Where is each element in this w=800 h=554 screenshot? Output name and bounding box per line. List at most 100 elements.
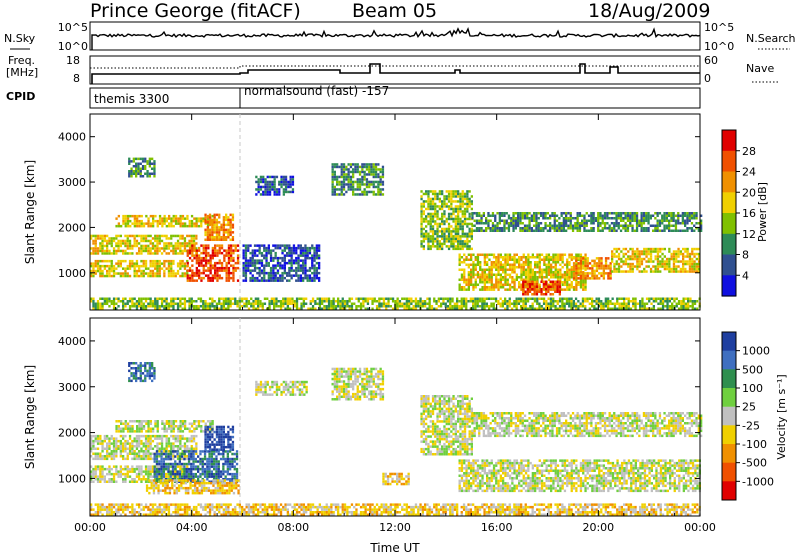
range-gate-pixel xyxy=(276,279,280,282)
range-gate-pixel xyxy=(179,302,182,305)
range-gate-pixel xyxy=(563,273,567,276)
range-gate-pixel xyxy=(686,222,689,225)
noise-panel: N.Sky 10^5 10^0 10^5 10^0 N.Search xyxy=(4,21,796,53)
range-gate-pixel xyxy=(106,452,109,455)
range-gate-pixel xyxy=(115,452,118,455)
range-gate-pixel xyxy=(281,276,284,280)
range-gate-pixel xyxy=(457,190,460,193)
range-gate-pixel xyxy=(550,263,553,266)
range-gate-pixel xyxy=(142,264,145,268)
range-gate-pixel xyxy=(485,305,488,308)
range-gate-pixel xyxy=(674,222,678,225)
range-gate-pixel xyxy=(690,227,694,230)
range-gate-pixel xyxy=(656,214,659,217)
range-gate-pixel xyxy=(540,297,543,300)
range-gate-pixel xyxy=(547,258,551,261)
range-gate-pixel xyxy=(437,300,440,303)
range-gate-pixel xyxy=(688,227,691,230)
range-gate-pixel xyxy=(410,302,413,305)
range-gate-pixel xyxy=(94,305,97,308)
range-gate-pixel xyxy=(465,307,468,310)
range-gate-pixel xyxy=(633,265,637,268)
range-gate-pixel xyxy=(431,212,435,216)
range-gate-pixel xyxy=(420,195,423,198)
range-gate-pixel xyxy=(483,307,486,310)
range-gate-pixel xyxy=(679,222,682,225)
range-gate-pixel xyxy=(632,302,635,305)
range-gate-pixel xyxy=(472,268,475,271)
range-gate-pixel xyxy=(244,249,248,252)
range-gate-pixel xyxy=(494,300,498,303)
range-gate-pixel xyxy=(192,307,196,310)
range-gate-pixel xyxy=(529,268,532,271)
range-gate-pixel xyxy=(504,281,507,284)
range-gate-pixel xyxy=(501,219,504,222)
range-gate-pixel xyxy=(600,257,603,260)
range-gate-pixel xyxy=(334,305,338,308)
range-gate-pixel xyxy=(608,229,611,232)
range-gate-pixel xyxy=(639,307,642,310)
range-gate-pixel xyxy=(595,302,598,305)
range-gate-pixel xyxy=(302,276,305,280)
range-gate-pixel xyxy=(438,242,441,246)
range-gate-pixel xyxy=(420,220,423,223)
range-gate-pixel xyxy=(101,264,104,268)
range-gate-pixel xyxy=(297,266,300,270)
range-gate-pixel xyxy=(170,244,173,248)
range-gate-pixel xyxy=(552,288,555,291)
range-gate-pixel xyxy=(252,305,255,308)
range-gate-pixel xyxy=(450,212,453,216)
range-gate-pixel xyxy=(488,273,491,276)
range-gate-pixel xyxy=(601,229,604,232)
range-gate-pixel xyxy=(542,302,546,305)
range-gate-pixel xyxy=(350,307,354,310)
range-gate-pixel xyxy=(469,297,472,300)
range-gate-pixel xyxy=(656,262,660,266)
range-gate-pixel xyxy=(156,274,159,278)
range-gate-pixel xyxy=(481,305,484,308)
range-gate-pixel xyxy=(577,273,580,276)
range-gate-pixel xyxy=(195,279,198,282)
range-gate-pixel xyxy=(658,222,662,225)
range-gate-pixel xyxy=(202,266,205,270)
range-gate-pixel xyxy=(165,252,168,255)
range-gate-pixel xyxy=(110,437,113,440)
range-gate-pixel xyxy=(115,237,118,240)
range-gate-pixel xyxy=(552,297,555,300)
range-gate-pixel xyxy=(494,214,497,217)
range-gate-pixel xyxy=(176,244,180,248)
range-gate-pixel xyxy=(94,242,97,245)
range-gate-pixel xyxy=(124,450,127,453)
range-gate-pixel xyxy=(454,215,457,218)
range-gate-pixel xyxy=(208,238,212,241)
range-gate-pixel xyxy=(466,237,469,241)
range-gate-pixel xyxy=(247,264,250,267)
range-gate-pixel xyxy=(585,222,588,225)
range-gate-pixel xyxy=(459,227,462,231)
range-gate-pixel xyxy=(213,305,216,308)
range-gate-pixel xyxy=(547,263,551,266)
range-gate-pixel xyxy=(597,297,601,300)
range-gate-pixel xyxy=(208,305,212,308)
range-gate-pixel xyxy=(313,246,316,250)
range-gate-pixel xyxy=(135,165,138,168)
range-gate-pixel xyxy=(515,261,518,264)
range-gate-pixel xyxy=(90,272,93,275)
range-gate-pixel xyxy=(135,157,138,161)
range-gate-pixel xyxy=(281,251,284,255)
range-gate-pixel xyxy=(558,297,562,300)
range-gate-pixel xyxy=(459,195,462,198)
range-gate-pixel xyxy=(158,264,161,268)
range-gate-pixel xyxy=(204,251,208,255)
range-gate-pixel xyxy=(698,267,701,271)
range-gate-pixel xyxy=(561,256,564,259)
range-gate-pixel xyxy=(631,255,634,258)
range-gate-pixel xyxy=(158,242,161,245)
range-gate-pixel xyxy=(208,236,212,239)
range-gate-pixel xyxy=(533,307,537,310)
range-gate-pixel xyxy=(144,300,148,303)
range-gate-pixel xyxy=(417,302,420,305)
range-gate-pixel xyxy=(206,238,209,241)
range-gate-pixel xyxy=(495,256,498,259)
range-gate-pixel xyxy=(539,229,543,232)
